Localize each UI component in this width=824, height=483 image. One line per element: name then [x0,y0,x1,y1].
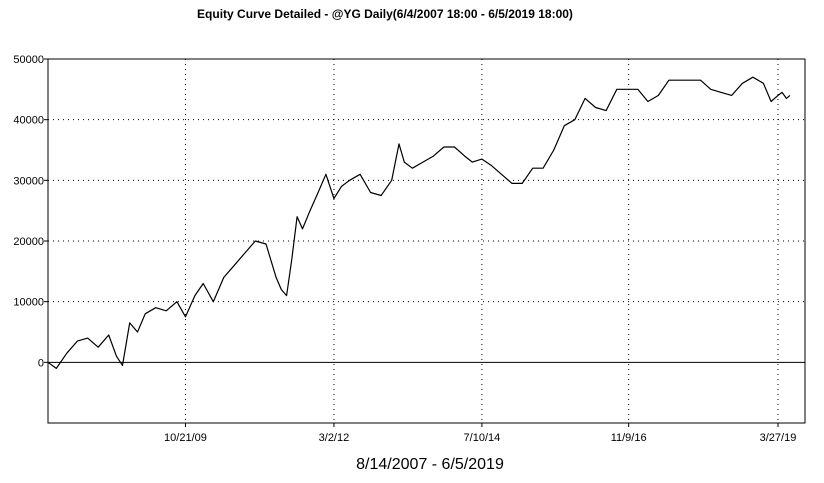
x-tick-label: 11/9/16 [611,432,647,444]
x-tick-label: 10/21/09 [164,432,207,444]
x-axis-label: 8/14/2007 - 6/5/2019 [356,456,504,473]
y-tick-label: 0 [38,357,44,369]
x-tick-label: 7/10/14 [464,432,501,444]
y-tick-label: 20000 [13,236,44,248]
x-tick-label: 3/2/12 [319,432,350,444]
equity-line [47,76,791,369]
chart-title: Equity Curve Detailed - @YG Daily(6/4/20… [197,7,573,21]
x-tick-label: 3/27/19 [760,432,797,444]
y-tick-label: 10000 [13,297,44,309]
plot-area [47,58,806,424]
y-tick-label: 30000 [13,175,44,187]
y-tick-label: 50000 [13,54,44,66]
y-tick-label: 40000 [13,115,44,127]
